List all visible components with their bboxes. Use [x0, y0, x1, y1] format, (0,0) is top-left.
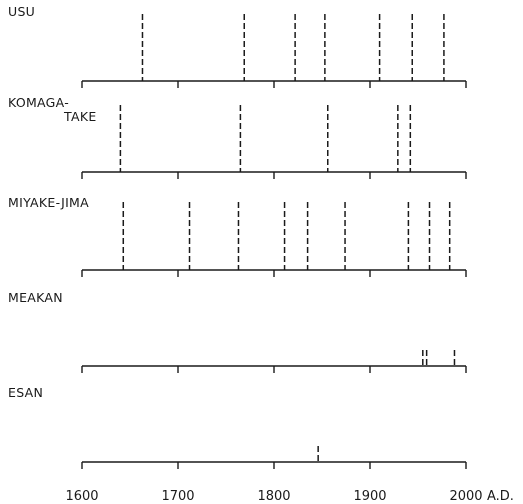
- volcano-label-line2: TAKE: [63, 109, 97, 124]
- tick-label-1600: 1600: [65, 489, 98, 504]
- tick-label-2000: 2000: [449, 489, 482, 504]
- volcano-label: MIYAKE-JIMA: [8, 195, 89, 210]
- volcano-label: MEAKAN: [8, 290, 63, 305]
- volcano-row: KOMAGA-TAKE: [8, 95, 467, 179]
- volcano-label: KOMAGA-: [8, 95, 69, 110]
- volcano-row: MEAKAN: [8, 290, 467, 373]
- volcano-row: USU: [8, 4, 467, 88]
- volcano-label: USU: [8, 4, 35, 19]
- volcano-row: MIYAKE-JIMA: [8, 195, 467, 277]
- volcano-rows: USU KOMAGA-TAKE MIYAKE-JIMA MEAKAN ESAN: [8, 4, 467, 469]
- tick-label-1900: 1900: [353, 489, 386, 504]
- volcano-label: ESAN: [8, 385, 43, 400]
- volcano-row: ESAN: [8, 385, 467, 469]
- tick-label-1700: 1700: [161, 489, 194, 504]
- tick-label-1800: 1800: [257, 489, 290, 504]
- x-unit-label: A.D.: [487, 489, 514, 504]
- x-axis-labels: 1600 1700 1800 1900 2000 A.D.: [65, 489, 514, 504]
